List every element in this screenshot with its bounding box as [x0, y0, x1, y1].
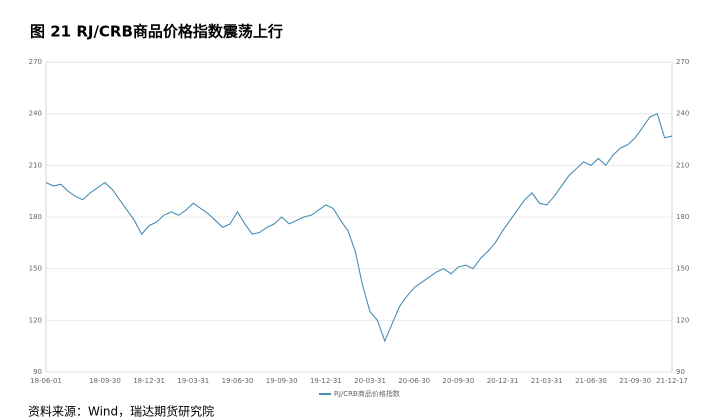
x-tick-label: 20-03-31 [354, 377, 386, 385]
y-tick-label: 270 [29, 58, 42, 66]
x-tick-label: 21-12-17 [656, 377, 688, 385]
y2-tick-label: 210 [676, 161, 689, 169]
x-tick-label: 18-09-30 [89, 377, 121, 385]
chart-title: 图 21 RJ/CRB商品价格指数震荡上行 [30, 23, 283, 41]
x-tick-label: 19-12-31 [310, 377, 342, 385]
y2-tick-label: 120 [676, 316, 689, 324]
y-tick-label: 210 [29, 161, 42, 169]
source-note: 资料来源：Wind，瑞达期货研究院 [28, 404, 214, 419]
x-tick-label: 19-09-30 [266, 377, 298, 385]
x-tick-label: 19-06-30 [222, 377, 254, 385]
y2-tick-label: 270 [676, 58, 689, 66]
x-tick-label: 18-06-01 [30, 377, 62, 385]
y2-tick-label: 240 [676, 110, 689, 118]
y-tick-label: 180 [29, 213, 42, 221]
y-tick-label: 90 [33, 368, 42, 376]
x-tick-label: 21-06-30 [575, 377, 607, 385]
y-tick-label: 150 [29, 265, 42, 273]
y-tick-label: 240 [29, 110, 42, 118]
legend-label: RJ/CRB商品价格指数 [334, 389, 400, 398]
x-tick-label: 20-06-30 [398, 377, 430, 385]
x-tick-label: 21-03-31 [531, 377, 563, 385]
y-tick-label: 120 [29, 316, 42, 324]
x-tick-label: 18-12-31 [133, 377, 165, 385]
y2-tick-label: 90 [676, 368, 685, 376]
x-tick-label: 19-03-31 [177, 377, 209, 385]
data-line [45, 112, 673, 343]
y2-tick-label: 180 [676, 213, 689, 221]
x-tick-label: 21-09-30 [619, 377, 651, 385]
y2-tick-label: 150 [676, 265, 689, 273]
x-tick-label: 20-12-31 [487, 377, 519, 385]
x-tick-label: 20-09-30 [443, 377, 475, 385]
